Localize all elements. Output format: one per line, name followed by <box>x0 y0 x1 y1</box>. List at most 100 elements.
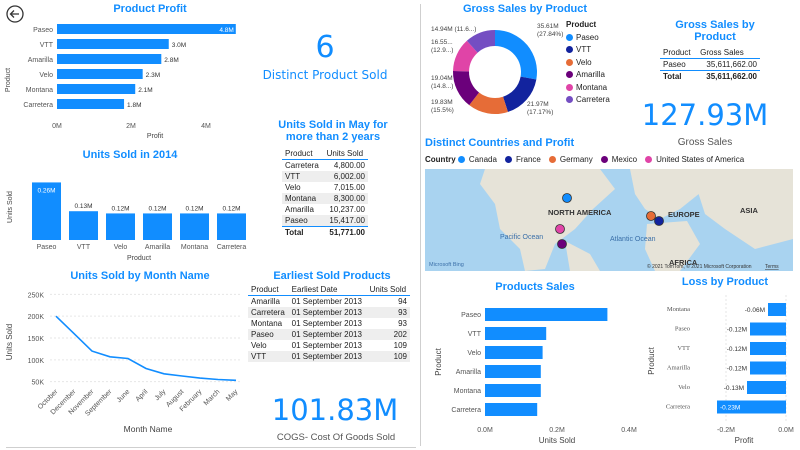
legend-item[interactable]: Carretera <box>566 94 610 107</box>
legend-item[interactable]: VTT <box>566 44 610 57</box>
units-2014-chart[interactable]: Units Sold 0.26M Paseo 0.13M VTT 0.12M Velo 0.… <box>0 162 250 262</box>
data-label: -0.06M <box>745 307 765 314</box>
tick-label: -0.2M <box>717 427 735 434</box>
category-label: July <box>154 388 168 402</box>
legend-title: Country <box>425 155 456 164</box>
product-profit-chart[interactable]: Product Paseo 4.8M VTT 3.0M Amarilla 2.8M Velo… <box>0 18 250 143</box>
bar <box>57 24 236 34</box>
table-cell: 35,611,662.00 <box>706 60 757 69</box>
category-label: Carretera <box>217 244 247 251</box>
table-row[interactable]: VTT 6,002.00 <box>282 171 368 182</box>
data-label: 1.8M <box>127 102 141 109</box>
table-row[interactable]: Amarilla 01 September 2013 94 <box>248 296 410 308</box>
legend-item[interactable]: United States of America <box>645 155 748 164</box>
table-total-row: Total 51,771.00 <box>282 226 368 238</box>
table-row[interactable]: Montana 01 September 2013 93 <box>248 318 410 329</box>
category-label: VTT <box>40 42 54 49</box>
bar <box>717 400 786 414</box>
table-cell: Velo <box>251 341 267 350</box>
table-row[interactable]: Montana 8,300.00 <box>282 193 368 204</box>
map-label-atlantic: Atlantic Ocean <box>610 236 656 243</box>
bar <box>180 213 209 240</box>
tick-label: 200K <box>28 314 45 321</box>
table-row[interactable]: Amarilla 10,237.00 <box>282 204 368 215</box>
series-line <box>55 315 237 382</box>
table-row[interactable]: Paseo 01 September 2013 202 <box>248 329 410 340</box>
category-label: Amarilla <box>456 369 481 376</box>
legend-item[interactable]: Canada <box>457 155 501 164</box>
legend-dot-icon <box>566 83 573 91</box>
column-header[interactable]: Units Sold <box>323 148 368 160</box>
table-cell: Amarilla <box>285 205 314 214</box>
legend-label: Mexico <box>611 155 638 164</box>
table-cell: Montana <box>251 319 283 328</box>
data-label: -0.12M <box>727 346 747 353</box>
table-cell: 15,417.00 <box>323 215 368 227</box>
table-row[interactable]: Carretera 4,800.00 <box>282 160 368 172</box>
data-label: (14.8...) <box>431 83 453 90</box>
pie-slice <box>453 70 480 106</box>
map-title: Distinct Countries and Profit <box>425 137 575 149</box>
back-button[interactable] <box>6 5 24 23</box>
category-label: Velo <box>39 72 53 79</box>
map-area[interactable]: NORTH AMERICA EUROPE ASIA AFRICA Pacific… <box>425 169 793 271</box>
map-terms-link[interactable]: Terms <box>765 264 779 270</box>
table-row[interactable]: VTT 01 September 2013 109 <box>248 351 410 362</box>
pie-slice <box>453 40 478 72</box>
products-sales-title: Products Sales <box>495 281 575 293</box>
legend-label: Paseo <box>576 32 599 42</box>
legend-item[interactable]: Velo <box>566 57 610 70</box>
table-row[interactable]: Carretera 01 September 2013 93 <box>248 307 410 318</box>
category-label: June <box>116 388 132 404</box>
table-cell: VTT <box>248 351 289 362</box>
data-label: 14.94M (11.6...) <box>431 26 476 33</box>
column-header[interactable]: Product <box>660 47 698 59</box>
table-total-value: 35,611,662.00 <box>697 70 760 82</box>
data-label: 0.12M <box>148 205 166 212</box>
legend-label: Canada <box>468 155 497 164</box>
pie-slice <box>469 92 508 114</box>
x-axis-title: Month Name <box>124 424 173 434</box>
legend-item[interactable]: France <box>504 155 545 164</box>
category-label: April <box>135 388 150 403</box>
legend-item[interactable]: Montana <box>566 82 610 95</box>
column-header[interactable]: Units Sold <box>366 284 410 296</box>
data-label: (17.17%) <box>527 109 553 116</box>
legend-item[interactable]: Amarilla <box>566 69 610 82</box>
gross-sales-donut[interactable]: 35.61M(27.84%) 21.97M(17.17%) 19.83M(15.5%… <box>425 16 565 131</box>
bar <box>106 213 135 240</box>
column-header[interactable]: Gross Sales <box>697 47 760 59</box>
legend-dot-icon <box>504 156 512 164</box>
legend-label: Montana <box>576 82 608 92</box>
map-canvas[interactable]: NORTH AMERICA EUROPE ASIA AFRICA Pacific… <box>425 169 793 271</box>
legend-item[interactable]: Germany <box>548 155 597 164</box>
category-label: VTT <box>468 331 482 338</box>
table-row[interactable]: Paseo 15,417.00 <box>282 215 368 227</box>
data-label: 21.97M <box>527 101 549 108</box>
table-total-label: Total <box>660 70 698 82</box>
gross-table-title: Gross Sales by Product <box>675 19 755 43</box>
loss-chart[interactable]: Product Montana -0.06M Paseo -0.12M VTT -0.12… <box>640 291 798 446</box>
legend-item[interactable]: Paseo <box>566 32 610 45</box>
category-label: Montana <box>26 87 53 94</box>
data-label: 2.3M <box>146 72 160 79</box>
table-cell: 01 September 2013 <box>288 329 367 340</box>
x-axis-title: Units Sold <box>539 436 575 445</box>
bar <box>57 84 136 94</box>
legend-label: Amarilla <box>576 70 605 79</box>
column-header[interactable]: Earliest Date <box>288 284 367 296</box>
units-may-table: Product Units Sold Carretera 4,800.00 VTT 6… <box>282 148 368 238</box>
tick-label: 2M <box>126 123 136 130</box>
table-row[interactable]: Velo 7,015.00 <box>282 182 368 193</box>
table-row[interactable]: Velo 01 September 2013 109 <box>248 340 410 351</box>
legend-item[interactable]: Mexico <box>600 155 641 164</box>
pie-slice <box>503 76 537 112</box>
table-cell: 10,237.00 <box>329 205 365 214</box>
products-sales-chart[interactable]: Product Paseo VTT Velo Amarilla Montana Carre… <box>425 296 650 446</box>
column-header[interactable]: Product <box>282 148 324 160</box>
column-header[interactable]: Product <box>248 284 289 296</box>
legend-label: VTT <box>576 45 592 54</box>
map-point <box>654 216 664 226</box>
y-axis-title: Units Sold <box>7 191 14 223</box>
